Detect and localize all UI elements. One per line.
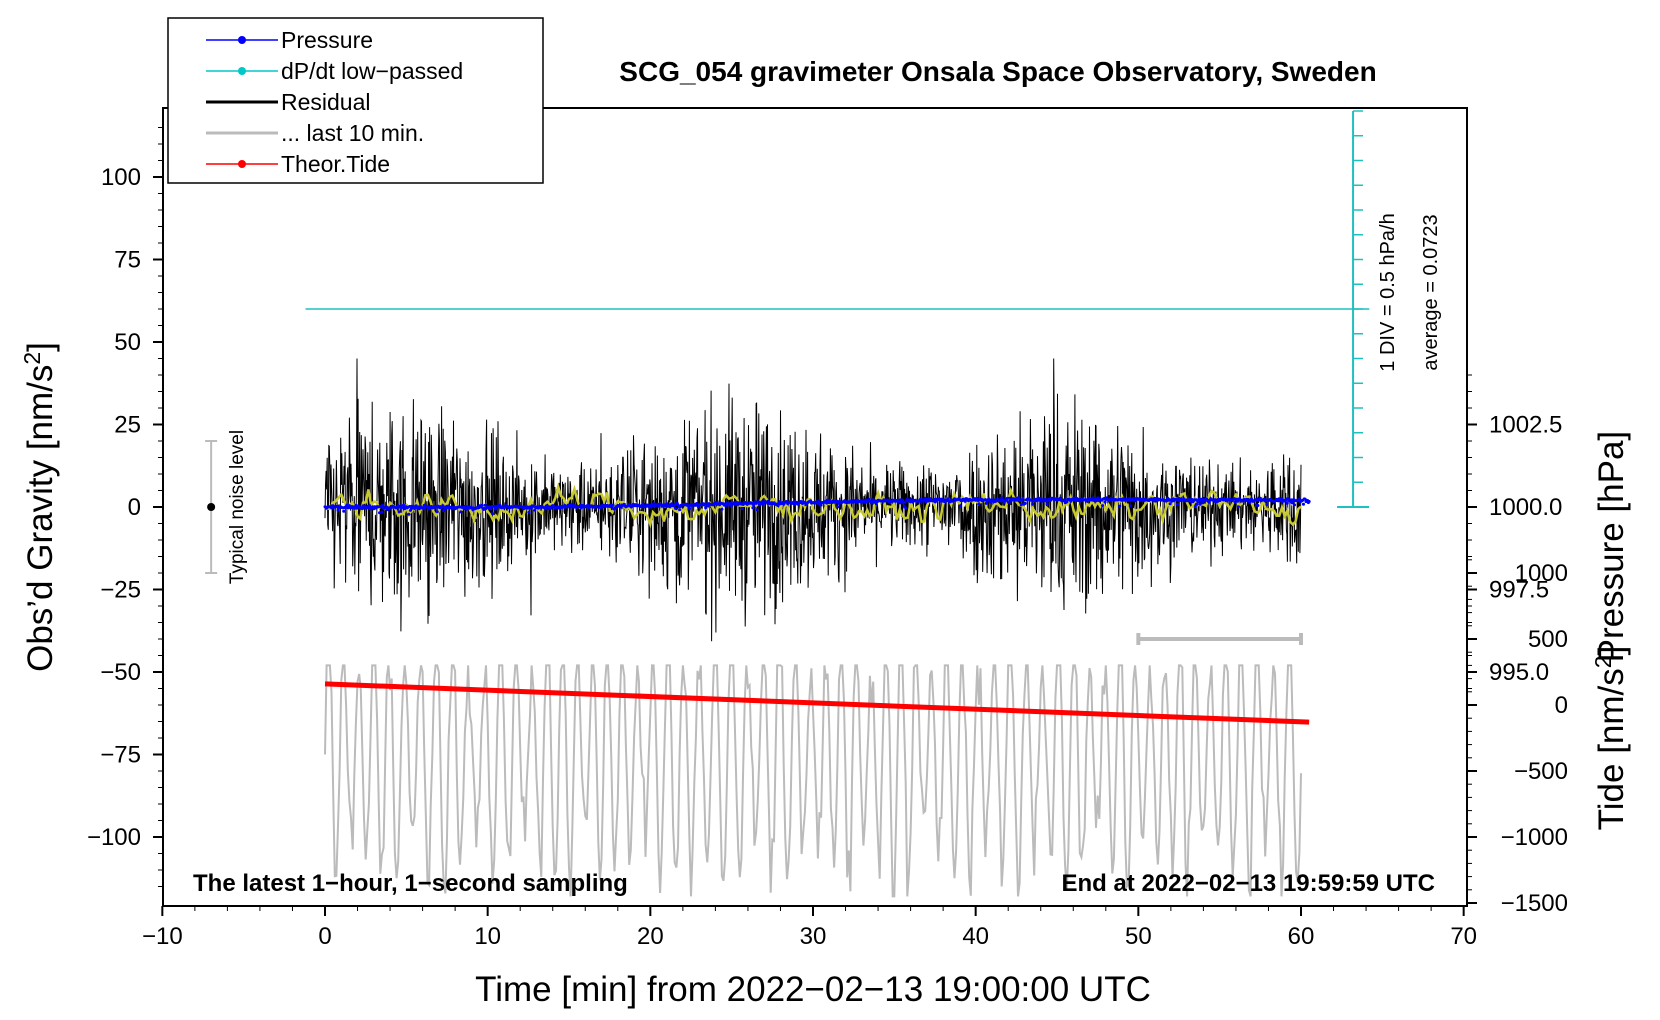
y-axis-label-text: Obs’d Gravity [nm/s [21, 365, 60, 672]
series-pressure [323, 496, 1311, 516]
x-tick-label: 0 [318, 923, 331, 950]
series-last-10-min [324, 664, 1302, 898]
annotation-bottom-left: The latest 1−hour, 1−second sampling [193, 870, 628, 897]
y-axis-label: Obs’d Gravity [nm/s2] [19, 342, 60, 672]
tide-tick-label: −1500 [1501, 890, 1568, 917]
series-residual-smoothed [324, 482, 1302, 529]
tide-axis-label: Tide [nm/s2] [1590, 646, 1631, 831]
tide-tick-label: 500 [1528, 626, 1568, 653]
tide-axis-label-end: ] [1592, 646, 1631, 656]
legend-marker-dp-dt-low-passed [238, 67, 246, 75]
series-residual [324, 358, 1302, 642]
y-tick-label: 0 [128, 494, 141, 521]
y-axis-label-end: ] [21, 342, 60, 352]
legend-marker-pressure [238, 36, 246, 44]
pressure-tick-label: 997.5 [1489, 577, 1549, 604]
noise-bar-center-dot [207, 503, 216, 511]
tide-axis-label-sup: 2 [1590, 655, 1616, 668]
y-tick-label: −25 [100, 577, 141, 604]
tide-axis-label-text: Tide [nm/s [1592, 668, 1631, 830]
x-tick-label: −10 [142, 923, 183, 950]
y-tick-label: 25 [114, 412, 141, 439]
y-tick-label: 100 [101, 164, 141, 191]
noise-bar-label: Typical noise level [227, 430, 248, 584]
x-axis-label: Time [min] from 2022−02−13 19:00:00 UTC [475, 970, 1151, 1009]
y-tick-label: −75 [100, 742, 141, 769]
pressure-tick-label: 1002.5 [1489, 412, 1562, 439]
y-tick-label: 75 [114, 247, 141, 274]
y-tick-label: −100 [87, 824, 141, 851]
x-tick-label: 20 [637, 923, 664, 950]
x-tick-label: 30 [800, 923, 827, 950]
chart-title: SCG_054 gravimeter Onsala Space Observat… [619, 56, 1376, 87]
legend-label-theor-tide: Theor.Tide [281, 151, 390, 177]
axes-layer: 1 DIV = 0.5 hPa/h average = 0.0723−10 0 10 2… [19, 110, 1631, 950]
plot-content: Typical noise level [205, 308, 1370, 898]
legend-marker-theor-tide [238, 160, 246, 168]
div-axis-average: average = 0.0723 [1420, 214, 1442, 370]
pressure-tick-label: 995.0 [1489, 659, 1549, 686]
x-tick-label: 70 [1450, 923, 1477, 950]
tide-tick-label: 1000 [1515, 560, 1568, 587]
x-tick-label: 50 [1125, 923, 1152, 950]
legend-label-last-10-min: ... last 10 min. [281, 120, 424, 146]
tide-tick-label: 0 [1555, 692, 1568, 719]
annotation-bottom-right: End at 2022−02−13 19:59:59 UTC [1061, 870, 1435, 897]
y-tick-label: 50 [114, 329, 141, 356]
x-tick-label: 10 [474, 923, 501, 950]
legend-label-pressure: Pressure [281, 27, 373, 53]
pressure-tick-label: 1000.0 [1489, 494, 1562, 521]
legend-box [167, 17, 544, 184]
x-tick-label: 60 [1288, 923, 1315, 950]
series-theor-tide [324, 681, 1310, 725]
pressure-axis-label: Pressure [hPa] [1592, 431, 1631, 663]
legend: Pressure dP/dt low−passed Residual ... last… [167, 17, 544, 184]
tide-tick-label: −500 [1514, 758, 1568, 785]
y-tick-label: −50 [100, 659, 141, 686]
x-tick-label: 40 [962, 923, 989, 950]
legend-label-residual: Residual [281, 89, 371, 115]
y-axis-label-sup: 2 [19, 352, 45, 365]
legend-label-dp-dt-low-passed: dP/dt low−passed [281, 58, 463, 84]
div-axis-label: 1 DIV = 0.5 hPa/h [1377, 213, 1399, 371]
tide-tick-label: −1000 [1501, 824, 1568, 851]
